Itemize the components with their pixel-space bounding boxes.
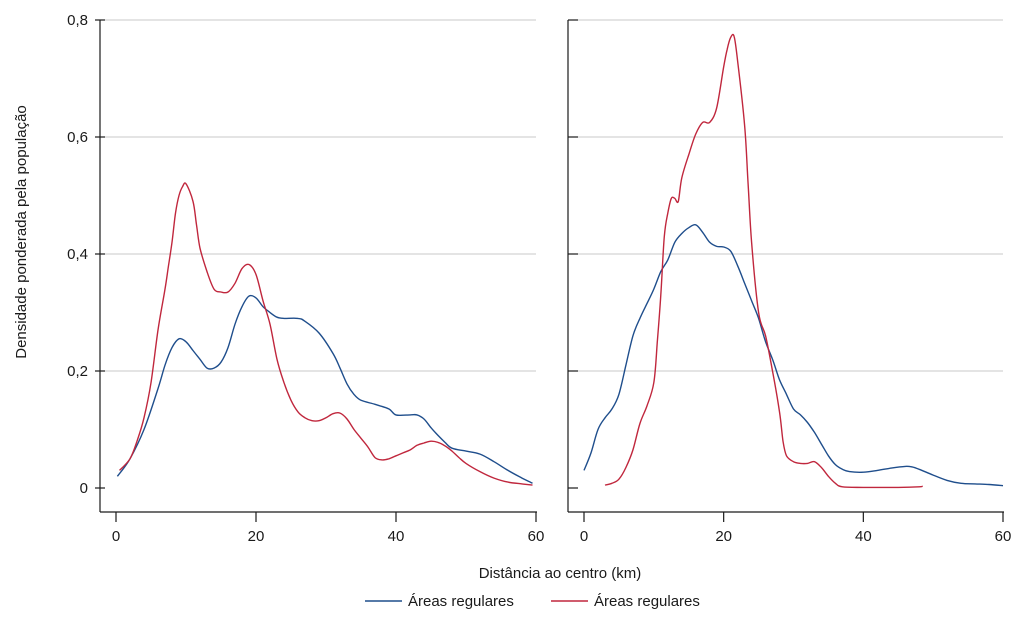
blue-series-line: [116, 294, 533, 484]
y-axis-label: Densidade ponderada pela população: [13, 105, 30, 359]
right-panel: 0 20 40 60: [567, 19, 1012, 545]
y-tick-label: 0,6: [67, 129, 88, 146]
x-tick-label: 0: [580, 528, 588, 545]
blue-series-line: [583, 223, 1004, 487]
red-series-line: [604, 33, 924, 489]
x-axis-label: Distância ao centro (km): [479, 565, 642, 582]
x-tick-label: 60: [528, 528, 545, 545]
legend-label: Áreas regulares: [408, 593, 514, 610]
legend: Áreas regulares Áreas regulares: [365, 593, 700, 610]
y-tick-label: 0,2: [67, 363, 88, 380]
x-tick-label: 20: [715, 528, 732, 545]
x-tick-label: 20: [248, 528, 265, 545]
x-tick-label: 40: [388, 528, 405, 545]
red-series-line: [118, 182, 533, 486]
x-tick-label: 0: [112, 528, 120, 545]
y-tick-label: 0,4: [67, 246, 88, 263]
x-tick-label: 40: [855, 528, 872, 545]
left-panel: 0 0,2 0,4 0,6 0,8 0 20 40 60: [67, 12, 544, 545]
x-tick-label: 60: [995, 528, 1012, 545]
y-tick-label: 0,8: [67, 12, 88, 29]
y-tick-label: 0: [80, 480, 88, 497]
legend-label: Áreas regulares: [594, 593, 700, 610]
